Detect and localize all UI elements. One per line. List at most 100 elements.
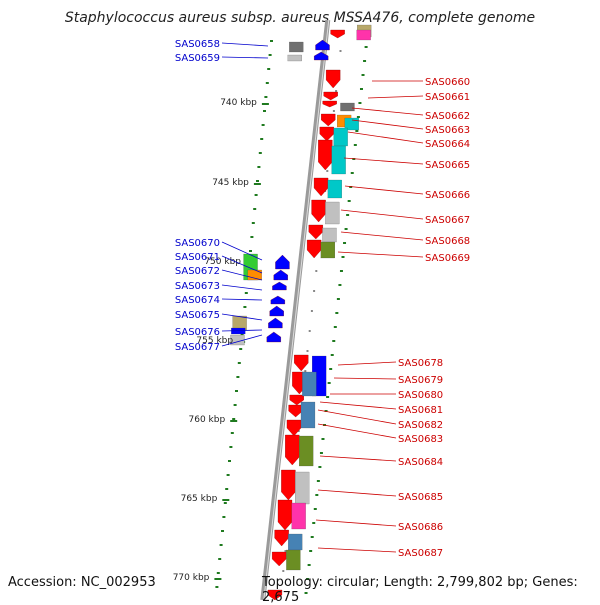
forward-gene-arrow [285,434,300,466]
outer-ring-dot [243,306,247,308]
gene-label-right: SAS0669 [425,253,470,264]
outer-ring-dot [261,124,265,126]
gene-leader-line [367,95,424,99]
accession-text: Accession: NC_002953 [8,575,156,590]
outer-ring-dot [347,200,351,202]
outer-ring-dot [304,592,308,594]
gene-leader-line [221,313,263,321]
outer-ring-dot [359,88,363,90]
forward-gene-arrow [306,239,322,259]
cog-feature-block [331,145,346,175]
forward-gene-arrow [272,551,287,567]
outer-ring-dot [309,550,313,552]
cog-feature-block [291,502,306,530]
outer-ring-dot [312,522,316,524]
forward-gene-arrow [267,589,283,600]
outer-ring-dot [306,578,310,580]
outer-ring-dot [321,438,325,440]
kbp-label: 740 kbp [220,98,257,108]
gene-leader-line [221,284,263,291]
outer-ring-dot [344,228,348,230]
inner-ring-dot [297,430,300,432]
outer-ring-dot [356,116,360,118]
cog-feature-block [322,227,337,243]
gene-leader-line [317,423,397,439]
reverse-gene-arrow [269,305,284,317]
gene-label-right: SAS0663 [425,125,470,136]
outer-ring-dot [218,558,222,560]
outer-ring-dot [318,466,322,468]
inner-ring-dot [332,110,335,112]
inner-ring-dot [284,550,287,552]
forward-gene-arrow [322,100,337,108]
outer-ring-dot [335,312,339,314]
gene-label-right: SAS0686 [398,522,443,533]
outer-ring-dot [263,110,266,112]
cog-feature-block [232,315,247,331]
kbp-label: 755 kbp [196,336,233,346]
cog-feature-block [287,54,302,62]
gene-label-left: SAS0677 [175,342,220,353]
outer-ring-dot [341,256,345,258]
cog-feature-block [356,29,371,41]
outer-ring-dot [350,172,354,174]
reverse-gene-arrow [275,254,290,270]
inner-ring-dot [315,270,318,272]
forward-gene-arrow [294,354,309,372]
forward-gene-arrow [286,419,302,437]
outer-ring-dot [336,298,340,300]
reverse-gene-arrow [266,331,281,343]
forward-gene-arrow [318,139,333,171]
reverse-gene-arrow [273,269,288,281]
forward-gene-arrow [274,529,289,547]
outer-ring-dot [230,432,234,434]
outer-ring-dot [332,340,336,342]
inner-ring-dot [339,50,342,52]
outer-ring-dot [236,376,240,378]
outer-ring-dot [251,222,255,224]
gene-leader-line [319,401,397,410]
gene-label-left: SAS0675 [175,310,220,321]
gene-leader-line [317,409,397,425]
gene-leader-line [347,131,424,144]
outer-ring-dot [326,396,330,398]
gene-leader-line [340,209,424,220]
cog-feature-block [300,401,316,429]
kbp-label: 750 kbp [204,257,241,267]
cog-feature-block [340,102,355,112]
gene-label-right: SAS0678 [398,358,443,369]
cog-feature-block [333,127,348,147]
outer-ring-dot [268,54,272,56]
reverse-gene-arrow [315,39,330,51]
cog-feature-block [302,371,317,397]
gene-leader-line [317,547,397,553]
forward-gene-arrow [277,499,293,531]
outer-ring-dot [256,180,259,182]
outer-ring-dot [237,362,241,364]
outer-ring-dot [270,40,273,42]
inner-ring-dot [335,90,338,92]
outer-ring-dot [364,46,368,48]
forward-gene-arrow [281,469,296,501]
kbp-label: 770 kbp [173,573,210,583]
gene-leader-line [221,42,269,47]
forward-gene-arrow [288,404,303,418]
outer-ring-dot [258,152,262,154]
gene-label-left: SAS0673 [175,281,220,292]
kbp-tick [261,103,269,105]
kbp-tick [214,578,222,580]
cog-feature-block [327,179,342,199]
outer-ring-dot [329,368,333,370]
outer-ring-dot [221,530,224,532]
reverse-gene-arrow [314,51,329,61]
outer-ring-dot [327,382,331,384]
kbp-tick [222,499,230,501]
gene-label-right: SAS0661 [425,92,470,103]
gene-label-right: SAS0685 [398,492,443,503]
kbp-label: 760 kbp [189,415,226,425]
outer-ring-dot [219,544,223,546]
outer-ring-dot [232,418,236,420]
cog-feature-block [325,201,340,225]
